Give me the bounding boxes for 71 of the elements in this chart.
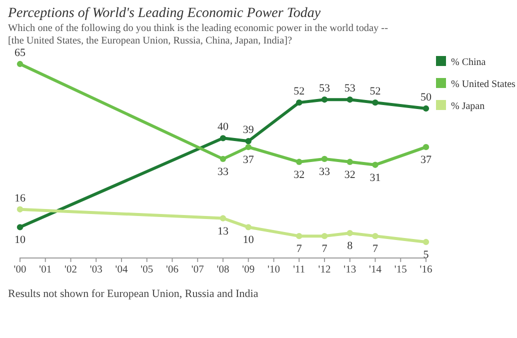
point (16, 224, 24, 230)
text: Results not shown for European Union, Russia and India (8, 288, 258, 300)
x-tick-label: '14 (369, 264, 382, 276)
point (220, 156, 226, 162)
point (346, 230, 353, 236)
x-tick-label: '15 (394, 264, 407, 276)
data-label: 31 (370, 172, 381, 184)
point (220, 215, 226, 222)
point (296, 232, 302, 240)
data-label: 40 (218, 121, 229, 134)
point (296, 158, 302, 165)
data-label: 10 (14, 234, 26, 246)
legend-label: % United States (451, 79, 516, 90)
data-label: 13 (218, 225, 229, 238)
point (296, 99, 302, 106)
x-tick-label: '05 (140, 264, 154, 276)
legend-label: % China (451, 57, 486, 68)
chart-title: Perceptions of World's Leading Economic Power Today (7, 6, 322, 21)
chart-subtitle: Which one of the following do you think is the leading economic power in the world today -- [the United States, the European Union, Russia, China, Japan, India]? (8, 23, 389, 46)
x-tick-label: '12 (318, 264, 331, 276)
x-tick-label: '03 (90, 264, 102, 276)
data-label: 33 (218, 166, 229, 178)
data-label: 65 (14, 47, 26, 59)
data-label: 32 (294, 168, 305, 181)
data-label: 7 (296, 243, 302, 256)
point (321, 232, 328, 240)
point (16, 60, 24, 68)
point (245, 224, 252, 230)
x-tick-label: '09 (242, 264, 255, 276)
point (245, 144, 252, 150)
data-label: 50 (420, 92, 432, 104)
x-tick-label: '10 (268, 264, 280, 276)
point (422, 105, 430, 112)
data-label: 7 (372, 243, 378, 256)
x-tick-label: '06 (166, 264, 178, 276)
data-label: 52 (370, 86, 381, 98)
point (422, 238, 430, 246)
point (321, 156, 328, 162)
x-tick-label: '13 (344, 264, 356, 276)
x-tick-label: '04 (115, 264, 128, 276)
data-label: 10 (242, 234, 254, 246)
data-label: 5 (423, 249, 430, 261)
data-label: 33 (319, 166, 330, 178)
legend-label: % Japan (451, 101, 485, 112)
x-tick-label: '07 (191, 264, 204, 276)
data-label: 37 (242, 154, 254, 166)
x-tick-label: '08 (216, 264, 230, 276)
point (346, 158, 353, 165)
data-label: 7 (322, 243, 328, 256)
data-label: 53 (319, 82, 330, 95)
x-tick-label: '00 (14, 264, 26, 276)
data-label: 39 (242, 124, 254, 136)
point (346, 96, 353, 103)
point (372, 232, 378, 240)
data-label: 32 (344, 168, 356, 181)
x-tick-label: '02 (64, 264, 77, 276)
data-label: 53 (344, 82, 356, 95)
x-tick-label: '01 (39, 264, 52, 276)
point (16, 206, 24, 212)
point (220, 135, 226, 142)
point (372, 99, 378, 106)
data-label: 16 (14, 192, 26, 204)
point (245, 138, 252, 144)
point (372, 162, 378, 168)
data-label: 52 (294, 86, 305, 98)
point (422, 144, 430, 150)
x-tick-label: '11 (293, 264, 306, 276)
data-label: 8 (347, 240, 354, 252)
x-tick-label: '16 (420, 264, 432, 276)
point (321, 96, 328, 103)
data-label: 37 (420, 154, 432, 166)
